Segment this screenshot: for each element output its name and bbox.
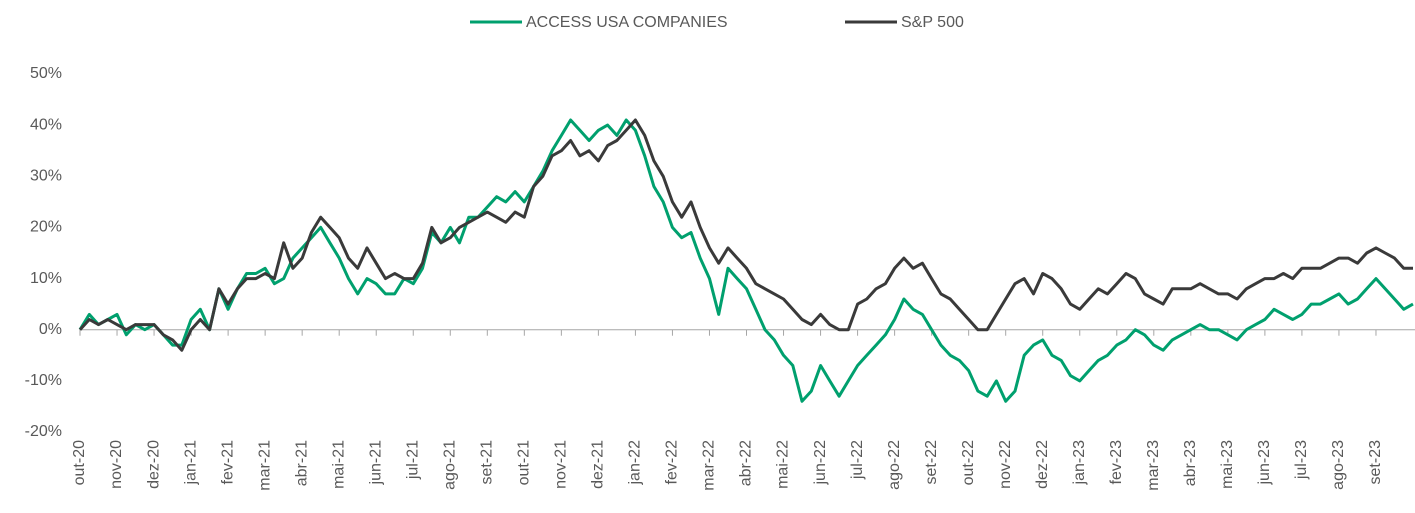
y-tick-label: 10% [30,270,62,287]
x-tick-label: ago-23 [1330,440,1347,490]
x-tick-label: dez-21 [590,440,607,489]
x-tick-label: dez-20 [145,440,162,489]
x-tick-label: jan-23 [1071,440,1088,486]
x-tick-label: ago-21 [441,440,458,490]
x-tick-label: nov-21 [553,440,570,489]
x-tick-label: mar-22 [701,440,718,491]
x-tick-label: abr-23 [1182,440,1199,486]
y-tick-label: 30% [30,168,62,185]
x-tick-label: jun-23 [1256,440,1273,486]
x-tick-label: out-21 [516,440,533,485]
x-tick-label: fev-23 [1108,440,1125,485]
x-tick-label: nov-20 [108,440,125,489]
x-tick-label: jun-21 [367,440,384,486]
y-tick-label: 0% [39,321,62,338]
x-tick-label: nov-22 [997,440,1014,489]
y-tick-label: -20% [25,423,62,440]
series-line [78,118,1413,352]
x-tick-label: dez-22 [1034,440,1051,489]
x-tick-label: mar-21 [256,440,273,491]
x-tick-label: mai-21 [330,440,347,489]
y-tick-label: 50% [30,65,62,82]
y-tick-label: 20% [30,219,62,236]
legend-label: S&P 500 [901,14,964,31]
x-tick-label: mar-23 [1145,440,1162,491]
x-tick-label: fev-22 [664,440,681,485]
x-tick-label: ago-22 [886,440,903,490]
x-tick-label: out-20 [71,440,88,485]
x-tick-label: set-21 [479,440,496,485]
x-tick-label: jun-22 [812,440,829,486]
x-tick-label: abr-21 [293,440,310,486]
y-tick-label: 40% [30,116,62,133]
series-line [78,118,1414,403]
x-tick-label: jan-22 [627,440,644,486]
x-tick-label: set-22 [923,440,940,485]
y-tick-label: -10% [25,372,62,389]
x-tick-label: out-22 [960,440,977,485]
x-tick-label: mai-23 [1219,440,1236,489]
x-tick-label: fev-21 [219,440,236,485]
x-tick-label: jul-21 [404,440,421,480]
x-tick-label: jul-23 [1293,440,1310,480]
x-tick-label: jan-21 [182,440,199,486]
x-tick-label: abr-22 [738,440,755,486]
x-tick-label: jul-22 [849,440,866,480]
legend-label: ACCESS USA COMPANIES [526,14,728,31]
x-tick-label: set-23 [1367,440,1384,485]
x-tick-label: mai-22 [775,440,792,489]
